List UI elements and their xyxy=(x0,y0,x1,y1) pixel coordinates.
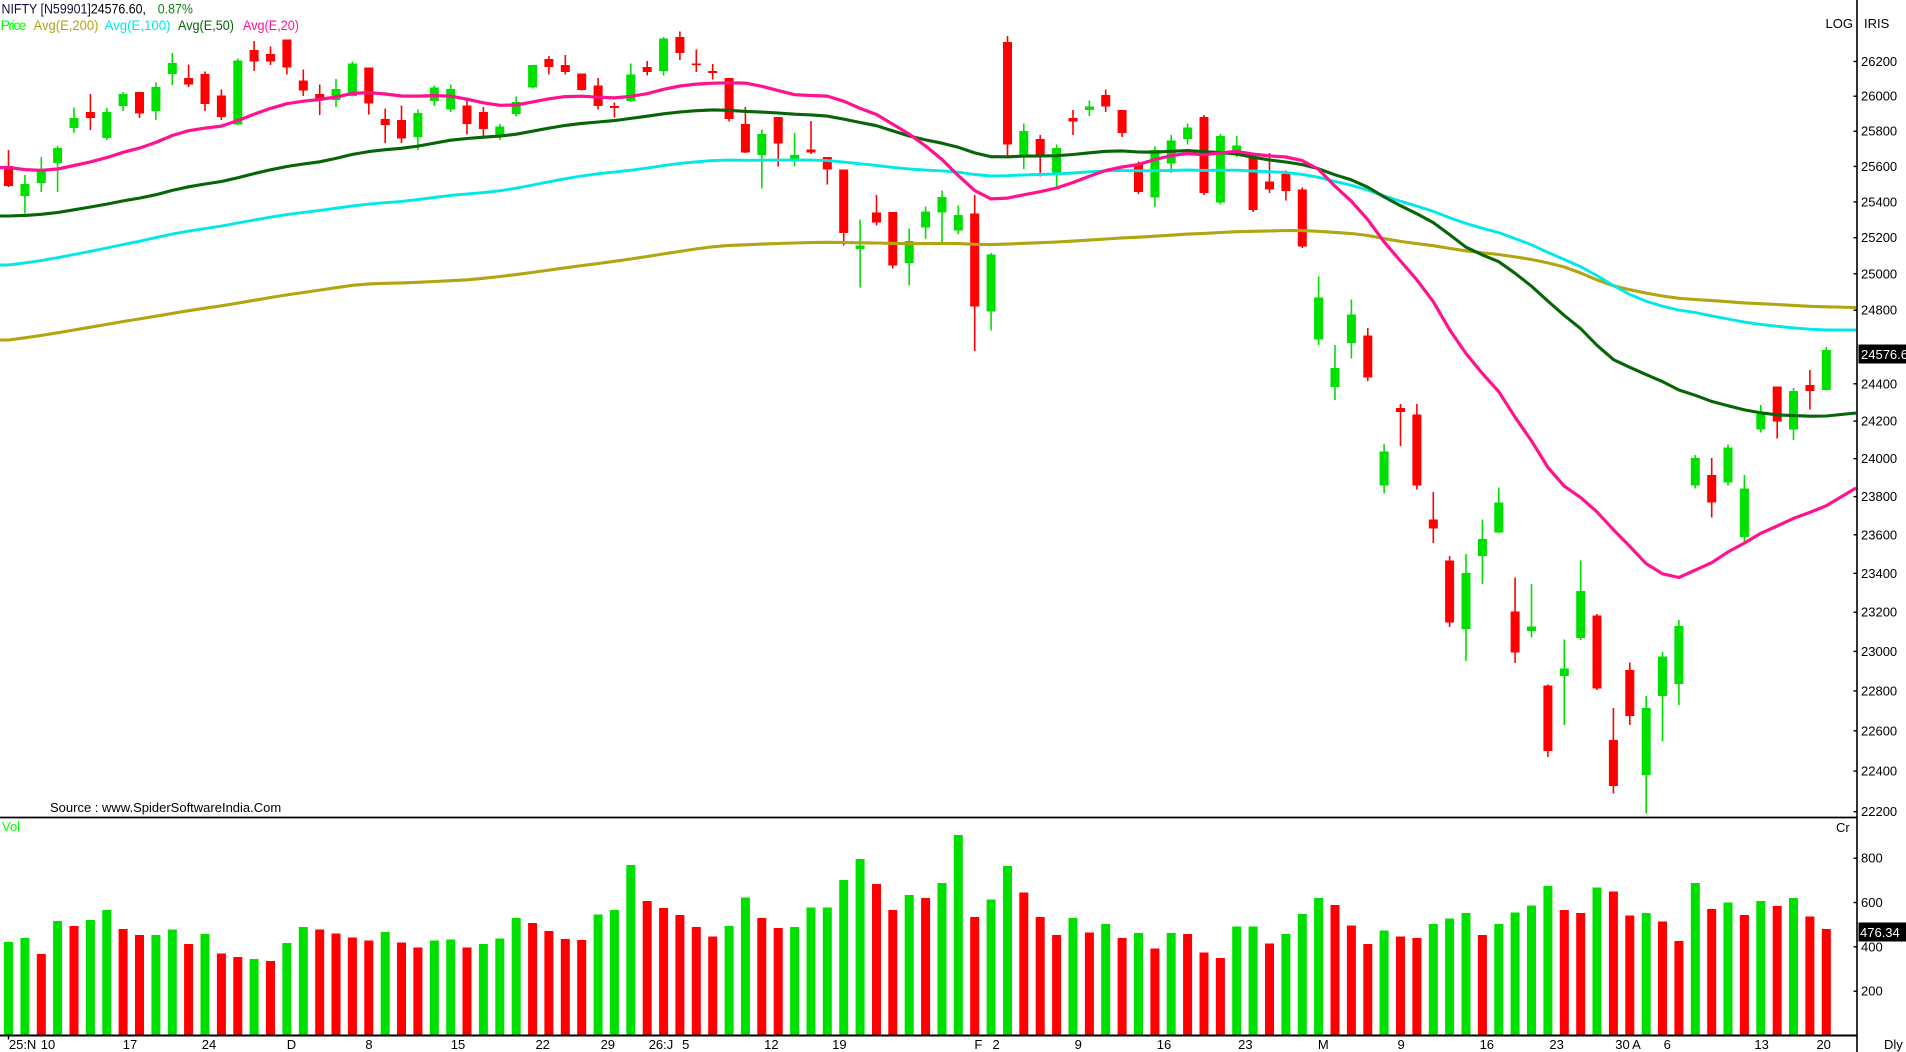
svg-text:22600: 22600 xyxy=(1861,723,1897,738)
svg-text:Avg(E,50): Avg(E,50) xyxy=(178,17,234,33)
svg-text:25800: 25800 xyxy=(1861,124,1897,139)
svg-text:200: 200 xyxy=(1861,984,1883,999)
svg-text:NIFTY [N59901]24576.60,: NIFTY [N59901]24576.60, xyxy=(2,1,147,17)
svg-text:Avg(E,100): Avg(E,100) xyxy=(105,17,171,33)
svg-text:19: 19 xyxy=(832,1037,846,1052)
svg-text:IRIS: IRIS xyxy=(1864,16,1890,31)
svg-text:8: 8 xyxy=(365,1037,372,1052)
svg-text:22: 22 xyxy=(535,1037,549,1052)
svg-text:30: 30 xyxy=(1615,1037,1629,1052)
svg-text:23000: 23000 xyxy=(1861,644,1897,659)
svg-text:24576.6: 24576.6 xyxy=(1861,347,1906,362)
svg-text:25:N: 25:N xyxy=(9,1037,36,1052)
svg-text:26:J: 26:J xyxy=(649,1037,674,1052)
svg-text:10: 10 xyxy=(41,1037,55,1052)
svg-text:23800: 23800 xyxy=(1861,489,1897,504)
svg-text:25600: 25600 xyxy=(1861,159,1897,174)
svg-text:20: 20 xyxy=(1816,1037,1830,1052)
svg-text:22200: 22200 xyxy=(1861,804,1897,819)
svg-text:16: 16 xyxy=(1157,1037,1171,1052)
svg-text:23200: 23200 xyxy=(1861,605,1897,620)
svg-text:9: 9 xyxy=(1075,1037,1082,1052)
svg-text:23: 23 xyxy=(1549,1037,1563,1052)
svg-text:29: 29 xyxy=(601,1037,615,1052)
svg-text:16: 16 xyxy=(1480,1037,1494,1052)
svg-text:17: 17 xyxy=(123,1037,137,1052)
svg-text:23600: 23600 xyxy=(1861,527,1897,542)
svg-text:5: 5 xyxy=(682,1037,689,1052)
svg-text:23400: 23400 xyxy=(1861,566,1897,581)
svg-text:22400: 22400 xyxy=(1861,764,1897,779)
svg-text:A: A xyxy=(1632,1037,1641,1052)
svg-text:Vol: Vol xyxy=(2,819,20,834)
svg-text:25000: 25000 xyxy=(1861,266,1897,281)
svg-text:0.87%: 0.87% xyxy=(158,1,193,17)
svg-text:Dly: Dly xyxy=(1884,1037,1903,1052)
svg-text:25400: 25400 xyxy=(1861,194,1897,209)
svg-text:26200: 26200 xyxy=(1861,54,1897,69)
svg-text:F: F xyxy=(974,1037,982,1052)
svg-text:D: D xyxy=(287,1037,296,1052)
svg-text:24800: 24800 xyxy=(1861,303,1897,318)
svg-text:M: M xyxy=(1318,1037,1329,1052)
svg-text:600: 600 xyxy=(1861,895,1883,910)
svg-text:25200: 25200 xyxy=(1861,230,1897,245)
svg-text:22800: 22800 xyxy=(1861,683,1897,698)
svg-text:Price: Price xyxy=(1,17,27,33)
svg-text:12: 12 xyxy=(764,1037,778,1052)
svg-text:Avg(E,20): Avg(E,20) xyxy=(243,17,299,33)
svg-text:2: 2 xyxy=(992,1037,999,1052)
svg-text:Avg(E,200): Avg(E,200) xyxy=(34,17,99,33)
svg-text:Cr: Cr xyxy=(1836,820,1850,835)
svg-text:26000: 26000 xyxy=(1861,89,1897,104)
svg-text:LOG: LOG xyxy=(1826,16,1853,31)
svg-text:476.34: 476.34 xyxy=(1860,925,1900,940)
svg-text:6: 6 xyxy=(1664,1037,1671,1052)
svg-text:24200: 24200 xyxy=(1861,414,1897,429)
svg-text:9: 9 xyxy=(1397,1037,1404,1052)
svg-text:24: 24 xyxy=(202,1037,216,1052)
svg-text:400: 400 xyxy=(1861,939,1883,954)
svg-text:Source : www.SpiderSoftwareInd: Source : www.SpiderSoftwareIndia.Com xyxy=(50,800,281,815)
svg-text:24400: 24400 xyxy=(1861,376,1897,391)
svg-text:800: 800 xyxy=(1861,851,1883,866)
svg-text:24000: 24000 xyxy=(1861,451,1897,466)
svg-text:13: 13 xyxy=(1754,1037,1768,1052)
svg-text:15: 15 xyxy=(451,1037,465,1052)
svg-text:23: 23 xyxy=(1238,1037,1252,1052)
